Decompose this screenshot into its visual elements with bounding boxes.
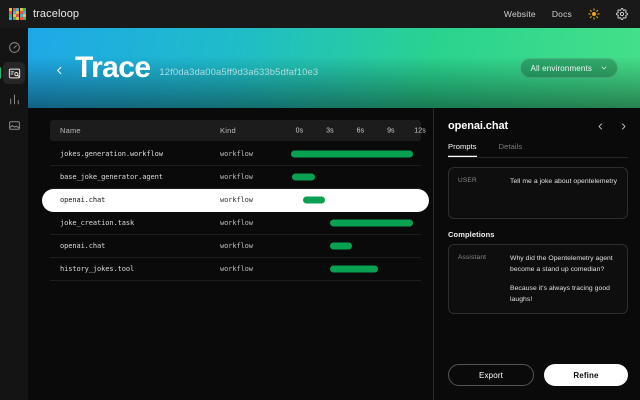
- completion-card: Assistant Why did the Opentelemetry agen…: [448, 244, 628, 314]
- table-row[interactable]: base_joke_generator.agent workflow: [50, 166, 421, 189]
- top-bar: traceloop Website Docs: [0, 0, 640, 28]
- tab-details[interactable]: Details: [498, 142, 523, 151]
- span-kind: workflow: [220, 242, 253, 250]
- prompt-body: Tell me a joke about opentelemetry: [510, 176, 618, 210]
- column-header-name: Name: [60, 126, 81, 135]
- prompt-text: Tell me a joke about opentelemetry: [510, 178, 618, 185]
- spans-table: Name Kind 0s 3s 6s 9s 12s jokes.generati…: [42, 120, 429, 281]
- timeline-axis: 0s 3s 6s 9s 12s: [288, 120, 426, 141]
- span-kind: workflow: [220, 150, 253, 158]
- table-row[interactable]: openai.chat workflow: [50, 235, 421, 258]
- axis-tick: 12s: [414, 127, 426, 134]
- detail-panel-nav: [596, 122, 628, 131]
- chevron-left-icon[interactable]: [596, 122, 605, 131]
- span-timeline-cell: [288, 235, 415, 258]
- trace-search-icon: [8, 67, 21, 80]
- completion-role: Assistant: [458, 253, 487, 261]
- span-timeline-cell: [288, 166, 415, 189]
- main-content: Name Kind 0s 3s 6s 9s 12s jokes.generati…: [28, 108, 640, 400]
- trace-id: 12f0da3da00a5ff9d3a633b5dfaf10e3: [159, 66, 319, 78]
- gauge-icon: [8, 41, 21, 54]
- span-timeline-cell: [288, 258, 415, 281]
- span-duration-bar: [292, 173, 316, 181]
- sun-icon[interactable]: [588, 8, 600, 20]
- completion-text: Why did the Opentelemetry agent become a…: [510, 255, 613, 273]
- docs-link[interactable]: Docs: [551, 9, 572, 19]
- left-nav-rail: [0, 28, 28, 400]
- table-row[interactable]: history_jokes.tool workflow: [50, 258, 421, 281]
- detail-tabs: Prompts Details: [448, 142, 628, 158]
- span-detail-panel: openai.chat Prompts Details USER Tell m: [434, 108, 640, 400]
- website-link[interactable]: Website: [503, 9, 536, 19]
- span-kind: workflow: [220, 173, 253, 181]
- axis-tick: 0s: [295, 127, 304, 134]
- prompt-role: USER: [458, 176, 477, 184]
- image-box-icon: [8, 119, 21, 132]
- span-duration-bar: [303, 196, 325, 204]
- axis-tick: 6s: [356, 127, 365, 134]
- chevron-left-icon[interactable]: [54, 63, 65, 74]
- span-kind: workflow: [220, 219, 253, 227]
- export-button[interactable]: Export: [448, 364, 534, 386]
- spans-pane: Name Kind 0s 3s 6s 9s 12s jokes.generati…: [28, 108, 433, 400]
- column-header-kind: Kind: [220, 126, 236, 135]
- span-timeline-cell: [288, 189, 415, 212]
- spans-table-body: jokes.generation.workflow workflow base_jo…: [42, 143, 429, 281]
- tab-prompts[interactable]: Prompts: [448, 142, 477, 157]
- sidebar-item-traces[interactable]: [0, 62, 25, 84]
- detail-panel-actions: Export Refine: [448, 364, 628, 386]
- span-duration-bar: [291, 150, 414, 158]
- axis-tick: 9s: [387, 127, 395, 134]
- completions-label: Completions: [448, 230, 495, 239]
- span-name: jokes.generation.workflow: [60, 150, 163, 158]
- sidebar-item-dashboard[interactable]: [3, 36, 25, 58]
- span-name: joke_creation.task: [60, 219, 135, 227]
- page-title: Trace: [75, 51, 151, 84]
- brand-name: traceloop: [33, 8, 80, 20]
- environment-select[interactable]: All environments: [520, 58, 618, 78]
- completion-body: Why did the Opentelemetry agent become a…: [510, 253, 618, 305]
- axis-tick: 3s: [326, 127, 334, 134]
- span-name: openai.chat: [60, 242, 106, 250]
- refine-button[interactable]: Refine: [544, 364, 628, 386]
- chevron-right-icon[interactable]: [619, 122, 628, 131]
- span-duration-bar: [329, 219, 414, 227]
- detail-panel-header: openai.chat: [448, 120, 628, 132]
- spans-table-header: Name Kind 0s 3s 6s 9s 12s: [50, 120, 426, 141]
- table-row[interactable]: openai.chat workflow: [42, 189, 429, 212]
- sidebar-item-datasets[interactable]: [3, 114, 25, 136]
- span-name: history_jokes.tool: [60, 265, 135, 273]
- table-row[interactable]: jokes.generation.workflow workflow: [50, 143, 421, 166]
- completion-text: Because it's always tracing good laughs!: [510, 285, 610, 303]
- traceloop-pixel-logo-icon: [9, 8, 26, 20]
- trace-banner: Trace 12f0da3da00a5ff9d3a633b5dfaf10e3 A…: [28, 28, 640, 108]
- span-timeline-cell: [288, 143, 415, 166]
- span-name: base_joke_generator.agent: [60, 173, 163, 181]
- prompt-card: USER Tell me a joke about opentelemetry: [448, 167, 628, 219]
- sidebar-item-metrics[interactable]: [3, 88, 25, 110]
- span-kind: workflow: [220, 196, 253, 204]
- span-duration-bar: [329, 265, 379, 273]
- detail-panel-title: openai.chat: [448, 120, 509, 132]
- environment-select-value: All environments: [530, 63, 592, 73]
- top-bar-actions: Website Docs: [504, 8, 628, 20]
- bar-chart-icon: [8, 93, 21, 106]
- table-row[interactable]: joke_creation.task workflow: [50, 212, 421, 235]
- chevron-down-icon: [600, 64, 608, 72]
- span-timeline-cell: [288, 212, 415, 235]
- gear-icon[interactable]: [616, 8, 628, 20]
- span-duration-bar: [329, 242, 353, 250]
- pane-divider: [433, 108, 434, 400]
- span-name: openai.chat: [60, 196, 106, 204]
- span-kind: workflow: [220, 265, 253, 273]
